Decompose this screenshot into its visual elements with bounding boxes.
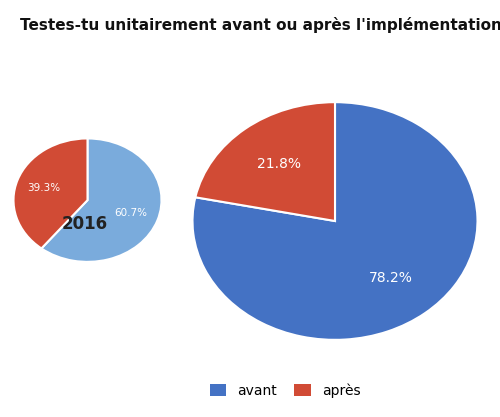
Text: 78.2%: 78.2% (369, 271, 413, 285)
Text: 2016: 2016 (62, 215, 108, 233)
Wedge shape (42, 138, 162, 262)
Wedge shape (192, 102, 478, 340)
Text: 21.8%: 21.8% (257, 157, 301, 171)
Text: 60.7%: 60.7% (114, 208, 148, 218)
Legend: avant, après: avant, après (210, 383, 360, 397)
Text: 39.3%: 39.3% (28, 183, 61, 193)
Wedge shape (14, 138, 88, 249)
Text: Testes-tu unitairement avant ou après l'implémentation ?: Testes-tu unitairement avant ou après l'… (20, 17, 500, 33)
Wedge shape (196, 102, 335, 221)
